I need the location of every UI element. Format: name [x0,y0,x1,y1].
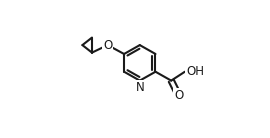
Text: N: N [136,81,144,94]
Text: OH: OH [186,65,204,78]
Text: O: O [174,89,183,102]
Text: O: O [103,39,112,52]
